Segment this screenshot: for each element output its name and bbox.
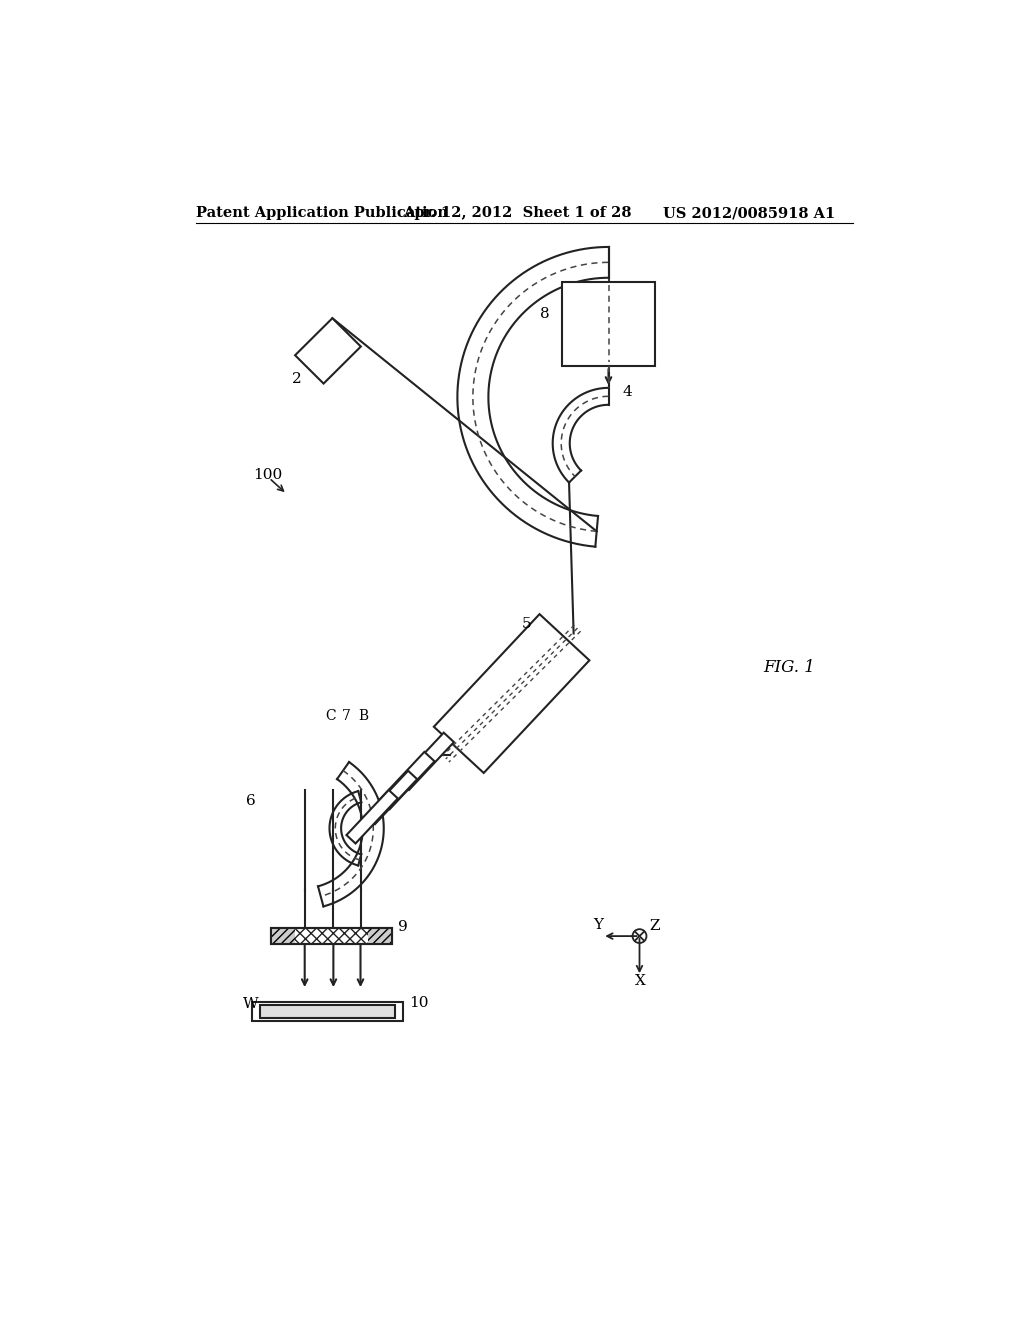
Polygon shape <box>434 614 590 774</box>
Bar <box>271 928 391 944</box>
Bar <box>271 928 295 944</box>
Text: 5: 5 <box>521 618 531 631</box>
Text: Apr. 12, 2012  Sheet 1 of 28: Apr. 12, 2012 Sheet 1 of 28 <box>403 206 632 220</box>
Polygon shape <box>346 791 397 843</box>
Text: B: B <box>358 710 369 723</box>
Text: 100: 100 <box>254 469 283 482</box>
Bar <box>271 928 391 944</box>
Text: 8: 8 <box>541 306 550 321</box>
Text: 6: 6 <box>246 795 256 808</box>
Text: 9: 9 <box>397 920 408 933</box>
Bar <box>369 928 391 944</box>
Polygon shape <box>398 733 454 789</box>
Bar <box>260 1006 395 1018</box>
Text: C: C <box>326 710 336 723</box>
Text: X: X <box>635 974 646 987</box>
Polygon shape <box>380 752 434 809</box>
Polygon shape <box>366 771 417 824</box>
Text: 7: 7 <box>342 710 351 723</box>
Bar <box>562 281 655 367</box>
Text: 10: 10 <box>410 995 429 1010</box>
Polygon shape <box>295 318 360 384</box>
Text: W: W <box>243 997 258 1011</box>
Bar <box>252 1002 403 1020</box>
Text: Z: Z <box>649 919 660 933</box>
Text: US 2012/0085918 A1: US 2012/0085918 A1 <box>663 206 835 220</box>
Text: 2: 2 <box>292 372 302 387</box>
Text: 3: 3 <box>610 285 620 298</box>
Text: Patent Application Publication: Patent Application Publication <box>197 206 449 220</box>
Text: FIG. 1: FIG. 1 <box>764 659 815 676</box>
Text: Y: Y <box>593 919 603 932</box>
Text: 4: 4 <box>623 384 632 399</box>
